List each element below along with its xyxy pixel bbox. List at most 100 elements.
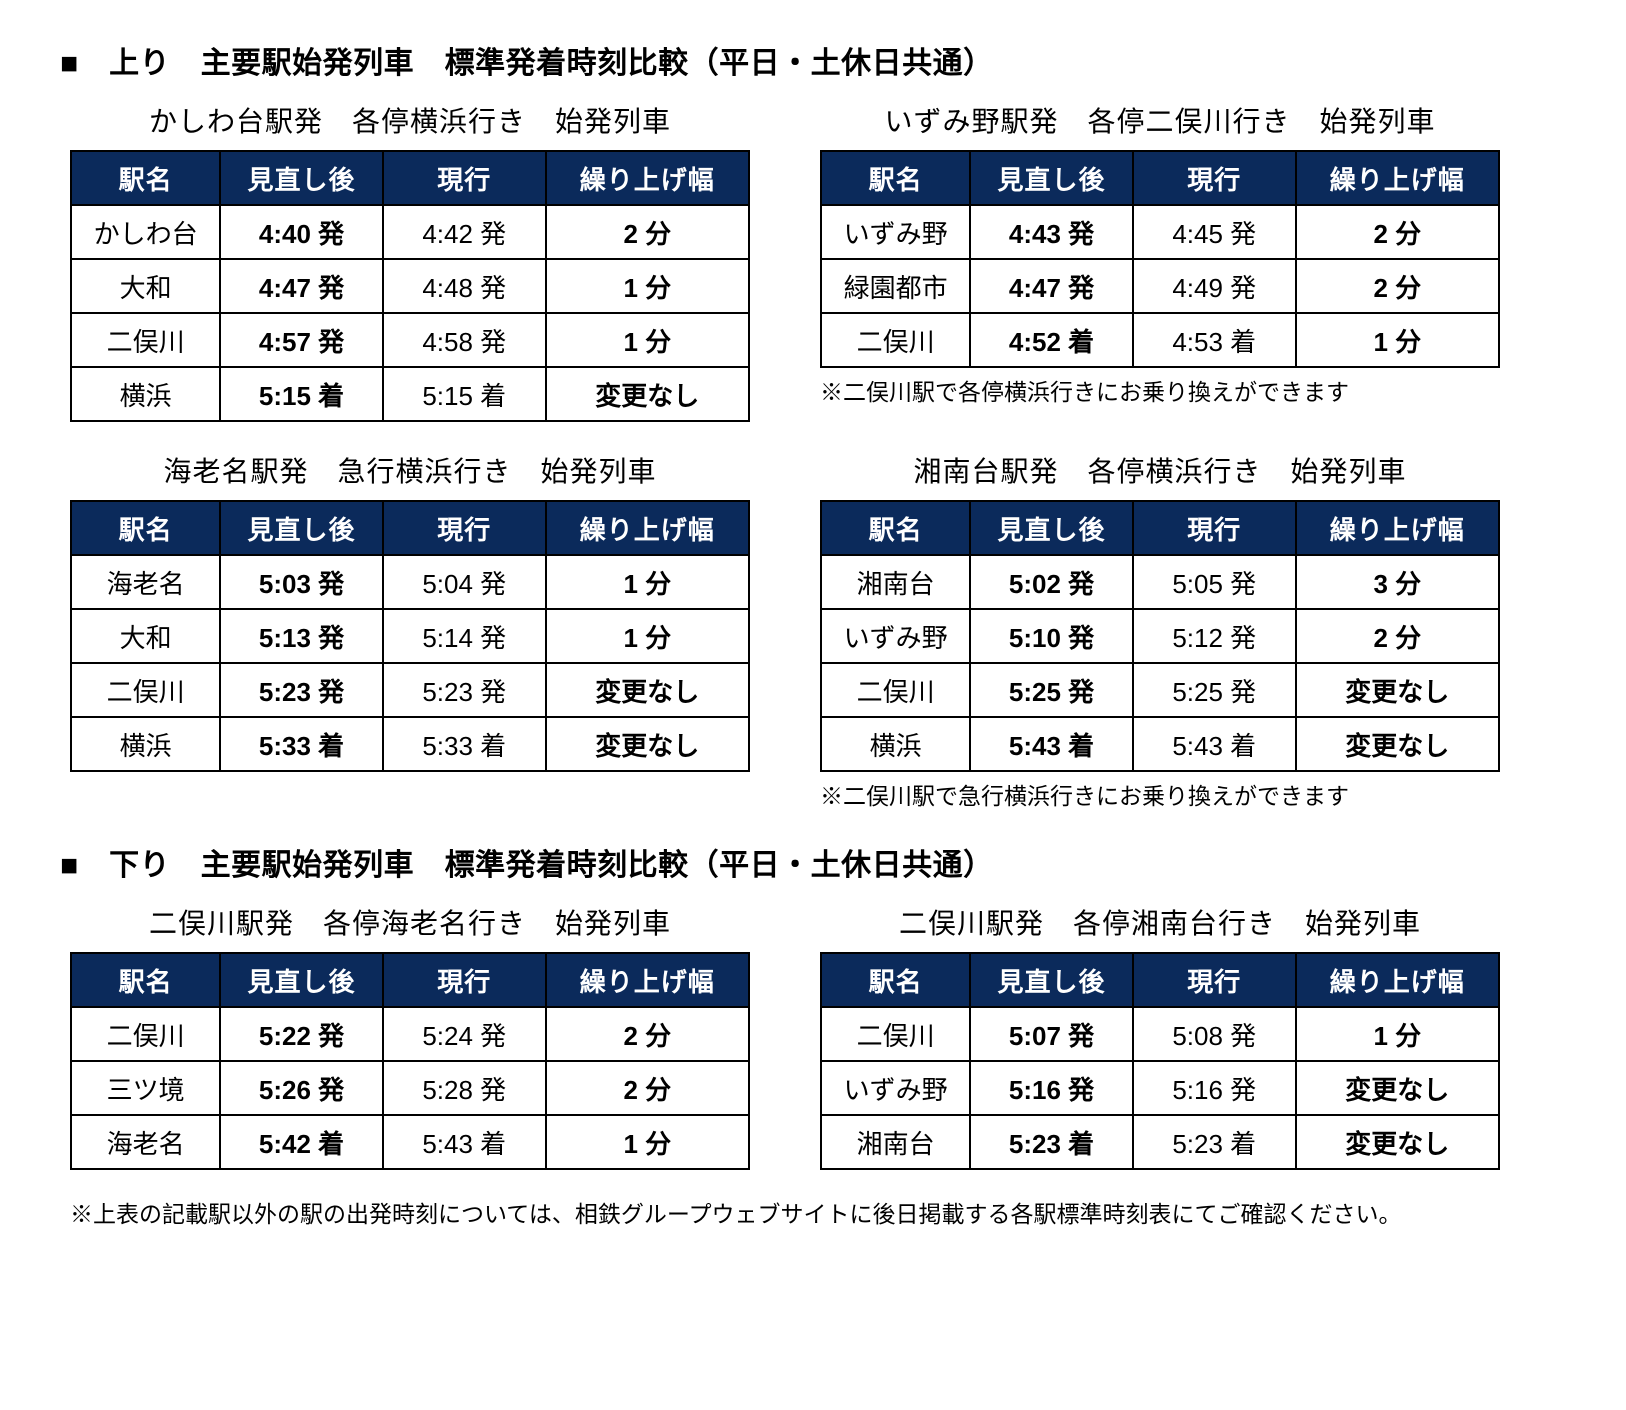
table-row: 二俣川5:23 発5:23 発変更なし bbox=[71, 663, 749, 717]
table-row: 大和5:13 発5:14 発1 分 bbox=[71, 609, 749, 663]
column-header: 現行 bbox=[383, 501, 546, 555]
table-cell: 5:33 着 bbox=[383, 717, 546, 771]
table-cell: 2 分 bbox=[1296, 205, 1499, 259]
table-cell: 5:33 着 bbox=[220, 717, 383, 771]
table-row: 二俣川4:57 発4:58 発1 分 bbox=[71, 313, 749, 367]
column-header: 駅名 bbox=[821, 953, 970, 1007]
table-row: 二俣川5:25 発5:25 発変更なし bbox=[821, 663, 1499, 717]
timetable-title: 湘南台駅発 各停横浜行き 始発列車 bbox=[820, 450, 1500, 490]
table-cell: 5:04 発 bbox=[383, 555, 546, 609]
table-row: 大和4:47 発4:48 発1 分 bbox=[71, 259, 749, 313]
table-cell: 1 分 bbox=[546, 609, 749, 663]
table-cell: 変更なし bbox=[1296, 663, 1499, 717]
table-cell: 5:25 発 bbox=[970, 663, 1133, 717]
table-row: 二俣川5:07 発5:08 発1 分 bbox=[821, 1007, 1499, 1061]
table-cell: 5:02 発 bbox=[970, 555, 1133, 609]
column-header: 見直し後 bbox=[970, 953, 1133, 1007]
table-cell: 大和 bbox=[71, 609, 220, 663]
table-row: 二俣川4:52 着4:53 着1 分 bbox=[821, 313, 1499, 367]
table-row: いずみ野5:10 発5:12 発2 分 bbox=[821, 609, 1499, 663]
table-cell: かしわ台 bbox=[71, 205, 220, 259]
table-row: 湘南台5:02 発5:05 発3 分 bbox=[821, 555, 1499, 609]
table-cell: 緑園都市 bbox=[821, 259, 970, 313]
column-header: 現行 bbox=[383, 953, 546, 1007]
tables-row: 二俣川駅発 各停海老名行き 始発列車駅名見直し後現行繰り上げ幅二俣川5:22 発… bbox=[60, 902, 1566, 1170]
tables-row: かしわ台駅発 各停横浜行き 始発列車駅名見直し後現行繰り上げ幅かしわ台4:40 … bbox=[60, 100, 1566, 422]
table-cell: 5:15 着 bbox=[220, 367, 383, 421]
table-cell: 横浜 bbox=[71, 717, 220, 771]
column-header: 見直し後 bbox=[220, 953, 383, 1007]
table-cell: 横浜 bbox=[71, 367, 220, 421]
table-cell: 4:58 発 bbox=[383, 313, 546, 367]
table-cell: 5:05 発 bbox=[1133, 555, 1296, 609]
timetable-block: 海老名駅発 急行横浜行き 始発列車駅名見直し後現行繰り上げ幅海老名5:03 発5… bbox=[70, 450, 750, 812]
table-row: 海老名5:03 発5:04 発1 分 bbox=[71, 555, 749, 609]
column-header: 駅名 bbox=[71, 501, 220, 555]
table-cell: 変更なし bbox=[546, 663, 749, 717]
timetable-block: 二俣川駅発 各停海老名行き 始発列車駅名見直し後現行繰り上げ幅二俣川5:22 発… bbox=[70, 902, 750, 1170]
table-row: いずみ野4:43 発4:45 発2 分 bbox=[821, 205, 1499, 259]
table-cell: 大和 bbox=[71, 259, 220, 313]
table-cell: 2 分 bbox=[546, 205, 749, 259]
table-cell: 2 分 bbox=[1296, 259, 1499, 313]
column-header: 見直し後 bbox=[970, 151, 1133, 205]
table-cell: 変更なし bbox=[546, 367, 749, 421]
table-cell: 5:07 発 bbox=[970, 1007, 1133, 1061]
table-cell: 1 分 bbox=[546, 259, 749, 313]
table-cell: 5:10 発 bbox=[970, 609, 1133, 663]
table-row: 二俣川5:22 発5:24 発2 分 bbox=[71, 1007, 749, 1061]
column-header: 現行 bbox=[383, 151, 546, 205]
table-cell: 3 分 bbox=[1296, 555, 1499, 609]
table-cell: 5:43 着 bbox=[383, 1115, 546, 1169]
table-cell: 二俣川 bbox=[821, 1007, 970, 1061]
table-cell: 1 分 bbox=[546, 1115, 749, 1169]
table-cell: 海老名 bbox=[71, 1115, 220, 1169]
table-cell: 5:12 発 bbox=[1133, 609, 1296, 663]
table-cell: 4:47 発 bbox=[220, 259, 383, 313]
table-cell: 5:13 発 bbox=[220, 609, 383, 663]
table-row: 横浜5:43 着5:43 着変更なし bbox=[821, 717, 1499, 771]
column-header: 繰り上げ幅 bbox=[546, 501, 749, 555]
timetable: 駅名見直し後現行繰り上げ幅湘南台5:02 発5:05 発3 分いずみ野5:10 … bbox=[820, 500, 1500, 772]
table-cell: 変更なし bbox=[1296, 717, 1499, 771]
column-header: 見直し後 bbox=[970, 501, 1133, 555]
timetable: 駅名見直し後現行繰り上げ幅海老名5:03 発5:04 発1 分大和5:13 発5… bbox=[70, 500, 750, 772]
table-cell: 5:24 発 bbox=[383, 1007, 546, 1061]
timetable-title: 二俣川駅発 各停海老名行き 始発列車 bbox=[70, 902, 750, 942]
table-cell: いずみ野 bbox=[821, 609, 970, 663]
timetable-title: いずみ野駅発 各停二俣川行き 始発列車 bbox=[820, 100, 1500, 140]
timetable-title: 二俣川駅発 各停湘南台行き 始発列車 bbox=[820, 902, 1500, 942]
table-row: 湘南台5:23 着5:23 着変更なし bbox=[821, 1115, 1499, 1169]
table-note: ※二俣川駅で各停横浜行きにお乗り換えができます bbox=[820, 376, 1500, 408]
column-header: 現行 bbox=[1133, 501, 1296, 555]
column-header: 駅名 bbox=[71, 953, 220, 1007]
table-cell: 4:40 発 bbox=[220, 205, 383, 259]
table-cell: 4:45 発 bbox=[1133, 205, 1296, 259]
table-cell: 湘南台 bbox=[821, 555, 970, 609]
timetable: 駅名見直し後現行繰り上げ幅いずみ野4:43 発4:45 発2 分緑園都市4:47… bbox=[820, 150, 1500, 368]
table-cell: 4:53 着 bbox=[1133, 313, 1296, 367]
timetable-title: かしわ台駅発 各停横浜行き 始発列車 bbox=[70, 100, 750, 140]
table-row: 横浜5:33 着5:33 着変更なし bbox=[71, 717, 749, 771]
table-cell: 5:22 発 bbox=[220, 1007, 383, 1061]
column-header: 繰り上げ幅 bbox=[546, 151, 749, 205]
table-note: ※二俣川駅で急行横浜行きにお乗り換えができます bbox=[820, 780, 1500, 812]
timetable: 駅名見直し後現行繰り上げ幅二俣川5:07 発5:08 発1 分いずみ野5:16 … bbox=[820, 952, 1500, 1170]
table-cell: 4:47 発 bbox=[970, 259, 1133, 313]
timetable: 駅名見直し後現行繰り上げ幅かしわ台4:40 発4:42 発2 分大和4:47 発… bbox=[70, 150, 750, 422]
table-cell: 二俣川 bbox=[71, 663, 220, 717]
table-cell: 4:49 発 bbox=[1133, 259, 1296, 313]
column-header: 駅名 bbox=[821, 501, 970, 555]
table-row: 緑園都市4:47 発4:49 発2 分 bbox=[821, 259, 1499, 313]
section-heading: ■ 下り 主要駅始発列車 標準発着時刻比較（平日・土休日共通） bbox=[60, 840, 1566, 884]
table-cell: 1 分 bbox=[546, 555, 749, 609]
table-cell: 5:16 発 bbox=[1133, 1061, 1296, 1115]
table-cell: 1 分 bbox=[546, 313, 749, 367]
column-header: 駅名 bbox=[821, 151, 970, 205]
table-cell: 5:16 発 bbox=[970, 1061, 1133, 1115]
table-cell: 5:23 発 bbox=[220, 663, 383, 717]
column-header: 駅名 bbox=[71, 151, 220, 205]
timetable-block: 湘南台駅発 各停横浜行き 始発列車駅名見直し後現行繰り上げ幅湘南台5:02 発5… bbox=[820, 450, 1500, 812]
table-cell: 三ツ境 bbox=[71, 1061, 220, 1115]
table-cell: 変更なし bbox=[1296, 1061, 1499, 1115]
